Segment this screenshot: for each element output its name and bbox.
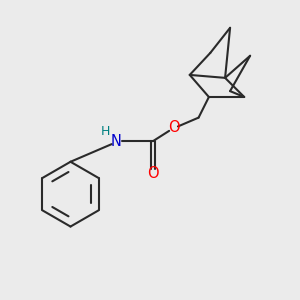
Text: N: N [111,134,122,149]
Text: O: O [168,120,179,135]
Text: O: O [147,166,159,181]
Text: H: H [100,125,110,138]
